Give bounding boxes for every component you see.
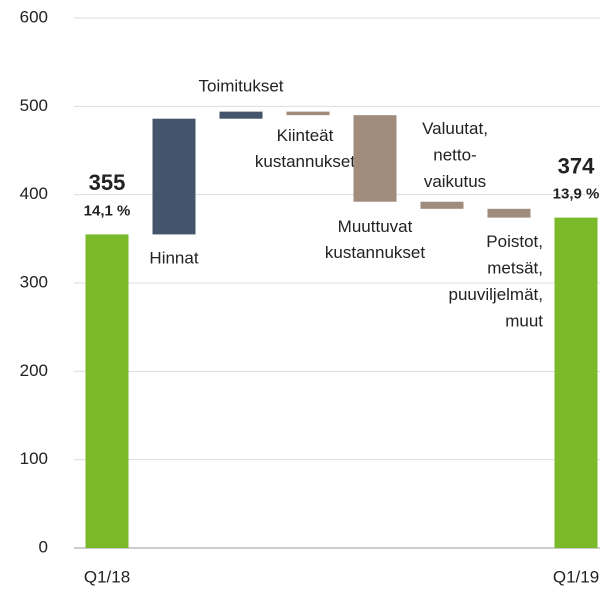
y-tick-label: 300 [20, 272, 48, 291]
y-tick-label: 100 [20, 449, 48, 468]
bar [353, 115, 397, 202]
y-tick-label: 500 [20, 96, 48, 115]
y-tick-label: 200 [20, 361, 48, 380]
y-tick-label: 400 [20, 184, 48, 203]
category-label: Hinnat [149, 248, 198, 267]
bar [420, 201, 464, 209]
category-label: Kiinteät kustannukset [255, 126, 355, 171]
x-tick-label: Q1/19 [553, 567, 599, 586]
bar [286, 111, 330, 116]
bar [219, 111, 263, 119]
category-label: Toimitukset [198, 76, 283, 95]
category-label: Poistot, metsät, puuviljelmät, muut [449, 232, 544, 331]
category-label: Muuttuvat kustannukset [325, 217, 425, 262]
category-label: Valuutat, netto-vaikutus [422, 119, 488, 191]
annotation: 13,9 % [553, 186, 600, 203]
value-label: 374 [558, 153, 595, 178]
value-label: 355 [89, 170, 126, 195]
y-tick-label: 0 [39, 537, 48, 556]
bar [487, 208, 531, 218]
bar [85, 234, 129, 548]
bar [152, 118, 196, 235]
bar [554, 217, 598, 548]
y-tick-label: 600 [20, 7, 48, 26]
x-tick-label: Q1/18 [84, 567, 130, 586]
annotation: 14,1 % [84, 202, 131, 219]
